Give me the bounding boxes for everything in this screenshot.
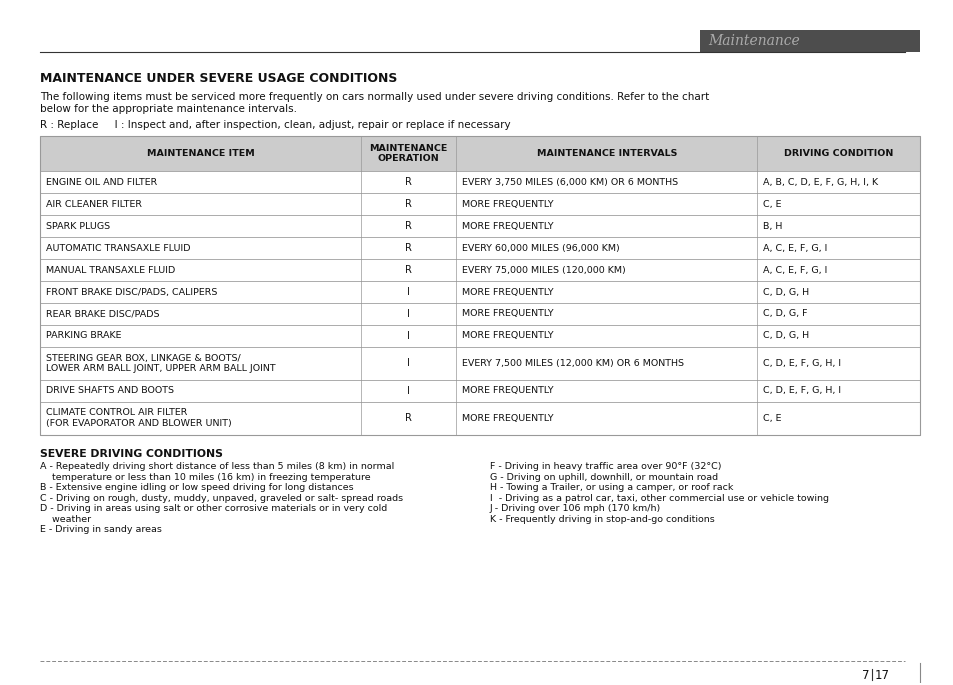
Text: MAINTENANCE UNDER SEVERE USAGE CONDITIONS: MAINTENANCE UNDER SEVERE USAGE CONDITION… [40,72,397,85]
Text: STEERING GEAR BOX, LINKAGE & BOOTS/
LOWER ARM BALL JOINT, UPPER ARM BALL JOINT: STEERING GEAR BOX, LINKAGE & BOOTS/ LOWE… [46,353,275,373]
Text: DRIVING CONDITION: DRIVING CONDITION [783,149,892,158]
Text: ENGINE OIL AND FILTER: ENGINE OIL AND FILTER [46,178,157,187]
Text: Maintenance: Maintenance [707,34,799,48]
Text: EVERY 60,000 MILES (96,000 KM): EVERY 60,000 MILES (96,000 KM) [462,244,619,253]
Text: MAINTENANCE
OPERATION: MAINTENANCE OPERATION [369,144,448,163]
Text: MORE FREQUENTLY: MORE FREQUENTLY [462,222,554,231]
Text: H - Towing a Trailer, or using a camper, or roof rack: H - Towing a Trailer, or using a camper,… [490,484,733,493]
Bar [40,303,919,325]
Text: D - Driving in areas using salt or other corrosive materials or in very cold: D - Driving in areas using salt or other… [40,504,387,513]
Text: K - Frequently driving in stop-and-go conditions: K - Frequently driving in stop-and-go co… [490,515,714,524]
Text: MAINTENANCE INTERVALS: MAINTENANCE INTERVALS [536,149,677,158]
Text: MAINTENANCE ITEM: MAINTENANCE ITEM [147,149,254,158]
Text: B - Extensive engine idling or low speed driving for long distances: B - Extensive engine idling or low speed… [40,484,354,493]
Bar [40,259,919,281]
Text: FRONT BRAKE DISC/PADS, CALIPERS: FRONT BRAKE DISC/PADS, CALIPERS [46,288,217,297]
Text: A - Repeatedly driving short distance of less than 5 miles (8 km) in normal: A - Repeatedly driving short distance of… [40,462,394,471]
Text: EVERY 75,000 MILES (120,000 KM): EVERY 75,000 MILES (120,000 KM) [462,266,625,275]
Text: EVERY 3,750 MILES (6,000 KM) OR 6 MONTHS: EVERY 3,750 MILES (6,000 KM) OR 6 MONTHS [462,178,678,187]
Text: REAR BRAKE DISC/PADS: REAR BRAKE DISC/PADS [46,310,159,319]
Text: I: I [407,287,410,297]
Bar [40,215,919,237]
Text: R: R [405,221,412,232]
Text: C, D, G, H: C, D, G, H [762,332,808,340]
Text: R: R [405,243,412,253]
Text: F - Driving in heavy traffic area over 90°F (32°C): F - Driving in heavy traffic area over 9… [490,462,720,471]
Text: C, D, E, F, G, H, I: C, D, E, F, G, H, I [762,359,841,368]
Text: R: R [405,265,412,275]
Text: PARKING BRAKE: PARKING BRAKE [46,332,121,340]
Text: G - Driving on uphill, downhill, or mountain road: G - Driving on uphill, downhill, or moun… [490,473,718,482]
Text: R: R [405,413,412,423]
Text: A, B, C, D, E, F, G, H, I, K: A, B, C, D, E, F, G, H, I, K [762,178,878,187]
Text: C, D, G, F: C, D, G, F [762,310,807,319]
Bar [40,136,919,434]
Text: C, E: C, E [762,414,781,423]
Text: B, H: B, H [762,222,781,231]
Bar [40,401,919,434]
Text: C, D, E, F, G, H, I: C, D, E, F, G, H, I [762,386,841,395]
Text: MORE FREQUENTLY: MORE FREQUENTLY [462,200,554,209]
Text: SPARK PLUGS: SPARK PLUGS [46,222,110,231]
Text: J - Driving over 106 mph (170 km/h): J - Driving over 106 mph (170 km/h) [490,504,660,513]
Bar [700,30,919,52]
Text: I  - Driving as a patrol car, taxi, other commercial use or vehicle towing: I - Driving as a patrol car, taxi, other… [490,494,828,503]
Bar [40,281,919,303]
Text: MORE FREQUENTLY: MORE FREQUENTLY [462,414,554,423]
Text: E - Driving in sandy areas: E - Driving in sandy areas [40,525,162,534]
Text: SEVERE DRIVING CONDITIONS: SEVERE DRIVING CONDITIONS [40,449,223,458]
Text: temperature or less than 10 miles (16 km) in freezing temperature: temperature or less than 10 miles (16 km… [40,473,370,482]
Text: AUTOMATIC TRANSAXLE FLUID: AUTOMATIC TRANSAXLE FLUID [46,244,191,253]
Bar [40,193,919,215]
Text: A, C, E, F, G, I: A, C, E, F, G, I [762,266,826,275]
Text: R: R [405,177,412,188]
Text: MORE FREQUENTLY: MORE FREQUENTLY [462,288,554,297]
Text: EVERY 7,500 MILES (12,000 KM) OR 6 MONTHS: EVERY 7,500 MILES (12,000 KM) OR 6 MONTH… [462,359,683,368]
Text: 7: 7 [862,669,869,682]
Text: MORE FREQUENTLY: MORE FREQUENTLY [462,386,554,395]
Text: MORE FREQUENTLY: MORE FREQUENTLY [462,332,554,340]
Text: R: R [405,199,412,210]
Text: C, D, G, H: C, D, G, H [762,288,808,297]
Text: A, C, E, F, G, I: A, C, E, F, G, I [762,244,826,253]
Bar [40,325,919,347]
Bar [40,379,919,401]
Text: AIR CLEANER FILTER: AIR CLEANER FILTER [46,200,142,209]
Text: I: I [407,331,410,341]
Bar [40,136,919,171]
Bar [40,347,919,379]
Text: C - Driving on rough, dusty, muddy, unpaved, graveled or salt- spread roads: C - Driving on rough, dusty, muddy, unpa… [40,494,403,503]
Text: MORE FREQUENTLY: MORE FREQUENTLY [462,310,554,319]
Bar [40,171,919,193]
Text: I: I [407,358,410,369]
Bar [40,237,919,259]
Text: DRIVE SHAFTS AND BOOTS: DRIVE SHAFTS AND BOOTS [46,386,173,395]
Text: MANUAL TRANSAXLE FLUID: MANUAL TRANSAXLE FLUID [46,266,175,275]
Text: The following items must be serviced more frequently on cars normally used under: The following items must be serviced mor… [40,92,708,101]
Text: I: I [407,386,410,396]
Text: I: I [407,309,410,319]
Text: 17: 17 [874,669,889,682]
Text: below for the appropriate maintenance intervals.: below for the appropriate maintenance in… [40,103,296,114]
Text: CLIMATE CONTROL AIR FILTER
(FOR EVAPORATOR AND BLOWER UNIT): CLIMATE CONTROL AIR FILTER (FOR EVAPORAT… [46,408,232,428]
Text: weather: weather [40,515,91,524]
Text: R : Replace     I : Inspect and, after inspection, clean, adjust, repair or repl: R : Replace I : Inspect and, after inspe… [40,120,510,129]
Text: C, E: C, E [762,200,781,209]
